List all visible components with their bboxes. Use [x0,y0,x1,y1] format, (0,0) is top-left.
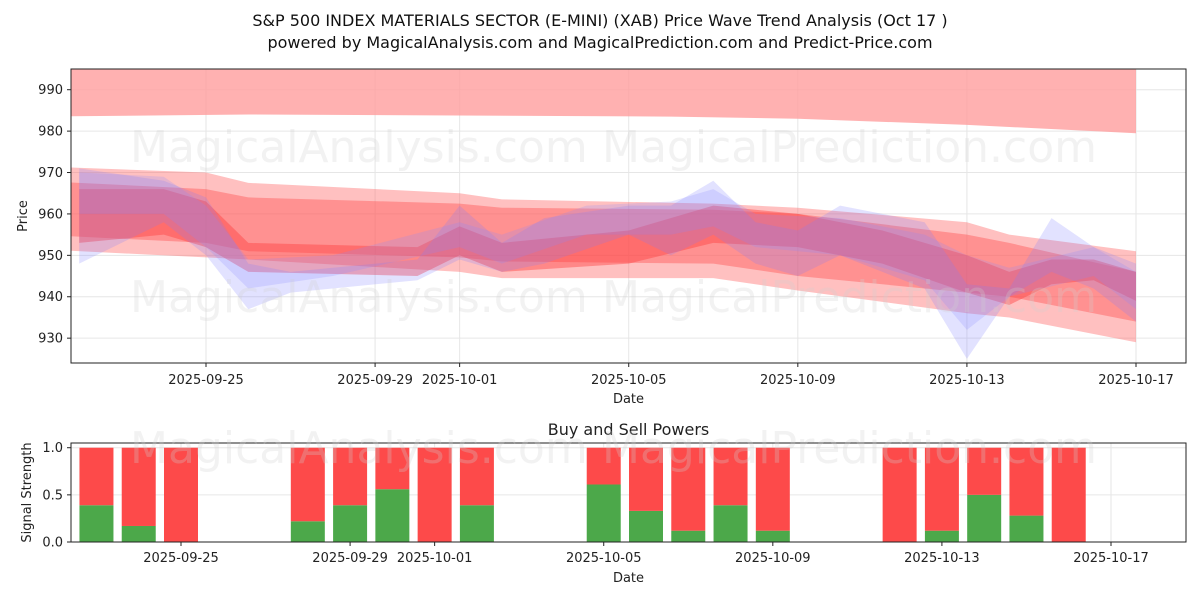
band-wave-band-2 [71,182,1136,322]
band-wave-band-1 [71,167,1136,343]
y-tick-label: 980 [38,125,63,140]
power-panel: 0.0 0.5 1.0 2025-09-25 2025-09-29 2025-10-01 2… [20,420,1187,586]
power-panel-title: Buy and Sell Powers [548,420,710,439]
buy-bar [375,489,410,542]
y-axis-label: Price [16,200,31,232]
y-tick-label: 960 [38,207,63,222]
x-tick-label: 2025-10-05 [591,373,667,388]
buy-bar [586,484,621,542]
watermark-left-top: MagicalAnalysis.com [130,122,588,173]
chart-subtitle: powered by MagicalAnalysis.com and Magic… [267,33,932,52]
sell-bar [671,447,706,531]
sell-bar [755,447,790,531]
sell-bar [164,447,198,542]
y-tick-label: 970 [38,166,63,181]
sell-bar [713,447,748,506]
y-tick-label: 0.5 [42,488,63,503]
sell-bar [121,447,156,526]
sell-bar [586,447,621,485]
buy-bar [924,530,959,542]
x-tick-label: 2025-10-09 [760,373,836,388]
buy-bar [79,505,114,542]
watermark-right-top: MagicalPrediction.com [602,122,1097,173]
watermark-right-mid: MagicalPrediction.com [602,272,1097,323]
y-tick-label: 950 [38,249,63,264]
band-blue-wave-2 [79,172,1137,330]
price-panel: 930 940 950 960 970 980 990 2025-09-25 2025-09-2… [16,68,1187,407]
sell-bar [1051,447,1086,542]
sell-bar [1009,447,1044,516]
watermark-left-bottom: MagicalAnalysis.com [130,423,588,474]
sell-bar [417,447,452,542]
buy-bar [333,505,368,542]
x-tick-label: 2025-09-25 [143,551,219,566]
sell-bar [924,447,959,531]
x-tick-label: 2025-10-13 [929,373,1005,388]
sell-bar [629,447,663,511]
x-tick-label: 2025-10-01 [397,551,473,566]
x-tick-label: 2025-10-17 [1073,551,1149,566]
buy-bar [459,505,494,542]
x-tick-label: 2025-09-25 [168,373,244,388]
buy-bar [713,505,748,542]
x-tick-label: 2025-10-09 [735,551,811,566]
x-tick-label: 2025-10-13 [904,551,980,566]
x-tick-label: 2025-10-01 [422,373,498,388]
sell-bar [333,447,368,506]
x-tick-label: 2025-10-17 [1098,373,1174,388]
band-blue-wave-1 [79,168,1137,359]
sell-bar [967,447,1002,495]
sell-bar [290,447,325,522]
buy-bar [755,530,790,542]
x-tick-label: 2025-09-29 [337,373,413,388]
power-panel-frame [70,442,1187,543]
buy-bar [629,510,663,542]
y-axis-label: Signal Strength [20,442,35,542]
watermark-left-mid: MagicalAnalysis.com [130,272,588,323]
x-axis-label: Date [613,571,644,586]
buy-bar [967,494,1002,542]
band-upper-projection-band [71,69,1136,134]
y-tick-label: 0.0 [42,536,63,551]
x-tick-label: 2025-10-05 [566,551,642,566]
buy-bar [121,525,156,542]
watermark-right-bottom: MagicalPrediction.com [602,423,1097,474]
y-tick-label: 990 [38,83,63,98]
sell-bar [459,447,494,506]
x-axis-label: Date [613,392,644,407]
buy-bar [290,521,325,542]
sell-bar [375,447,410,490]
sell-bar [79,447,114,506]
band-wave-band-3 [79,189,1137,305]
y-tick-label: 1.0 [42,441,63,456]
y-tick-label: 940 [38,290,63,305]
y-tick-label: 930 [38,332,63,347]
buy-bar [1009,515,1044,542]
sell-bar [882,447,917,542]
x-tick-label: 2025-09-29 [312,551,388,566]
buy-bar [671,530,706,542]
chart-title: S&P 500 INDEX MATERIALS SECTOR (E-MINI) … [252,11,947,30]
